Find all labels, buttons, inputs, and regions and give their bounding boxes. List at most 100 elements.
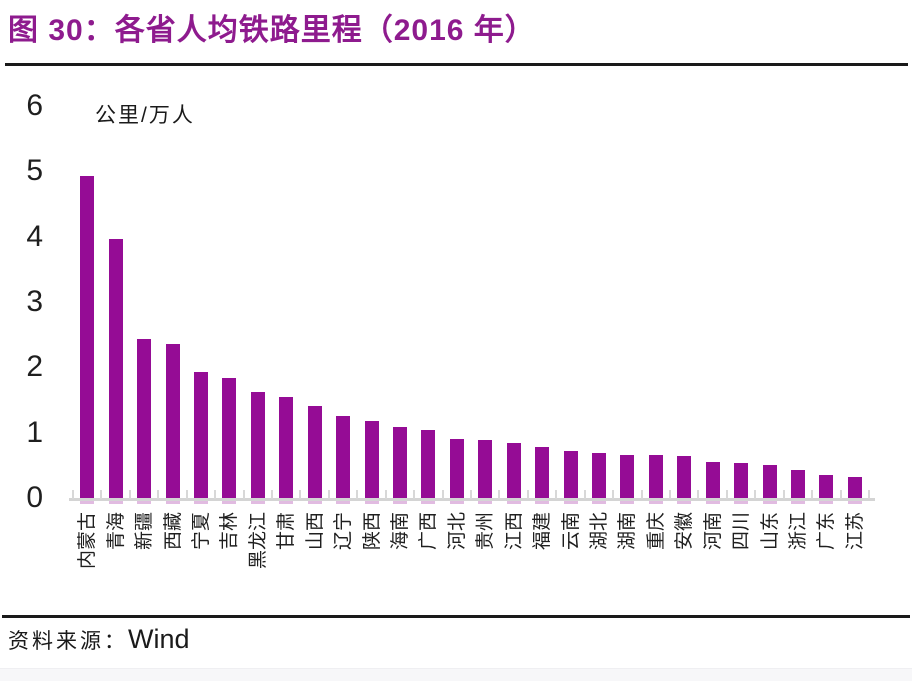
y-tick-label: 0 [26,481,43,514]
x-tick-mark [128,490,131,499]
bar [563,450,578,498]
x-category-label: 广东 [816,512,838,551]
bar-base-mark [279,501,294,504]
bar [392,426,407,498]
x-category-label: 黑龙江 [247,512,269,570]
x-tick-mark [271,490,273,499]
x-category-label: 辽宁 [333,512,355,551]
bar-base-mark [847,501,862,504]
x-tick-mark [441,490,444,499]
y-tick-label: 1 [26,415,43,449]
bar [535,447,550,498]
x-category-label: 青海 [105,512,127,551]
bar [193,371,208,498]
bar [108,238,123,498]
bar-base-mark [421,501,436,504]
x-tick-mark [157,490,160,499]
x-axis-line [69,498,875,501]
bar-base-mark [677,501,692,504]
bar-base-mark [108,501,123,504]
x-tick-mark [612,490,615,499]
x-tick-mark [72,490,74,499]
bar [677,456,692,498]
bar [790,469,805,498]
x-tick-mark [526,490,529,499]
x-tick-mark [868,490,870,499]
x-tick-mark [640,490,643,499]
bar-base-mark [563,501,578,504]
x-tick-mark [583,490,586,499]
bar-base-mark [193,501,208,504]
x-category-label: 云南 [560,512,582,551]
bar-base-mark [762,501,777,504]
x-tick-mark [498,490,501,499]
bar [705,462,720,498]
x-category-label: 河北 [446,512,468,551]
bar-base-mark [648,501,663,504]
x-tick-mark [327,490,330,499]
bar-base-mark [705,501,720,504]
x-tick-mark [384,490,387,499]
y-axis-unit-label: 公里/万人 [95,104,195,127]
bar [137,339,152,498]
x-category-label: 湖南 [617,512,639,551]
x-tick-mark [839,490,842,499]
bar [506,443,521,498]
x-tick-mark [100,490,103,499]
x-tick-mark [356,490,359,499]
bar-base-mark [222,501,237,504]
bar-base-mark [364,501,379,504]
bar-base-mark [392,501,407,504]
x-category-label: 四川 [731,512,753,551]
bar [80,175,95,498]
page-bottom-strip [0,668,912,681]
x-category-label: 江西 [503,512,525,551]
bar [336,416,351,498]
bar [762,464,777,498]
source-value: Wind [128,624,190,654]
x-tick-mark [214,490,217,499]
x-category-label: 湖北 [588,512,610,551]
bar [279,396,294,498]
bar [478,439,493,498]
x-tick-mark [242,490,245,499]
x-category-label: 浙江 [787,512,809,551]
x-category-label: 宁夏 [190,512,212,551]
bar-base-mark [250,501,265,504]
x-category-label: 西藏 [162,512,184,551]
x-tick-mark [811,490,814,499]
bar-base-mark [819,501,834,504]
x-category-label: 重庆 [645,512,667,551]
x-category-label: 内蒙古 [77,512,99,570]
x-tick-mark [413,490,416,499]
x-tick-mark [697,490,700,499]
bar-base-mark [734,501,749,504]
x-category-label: 福建 [532,512,554,551]
bar-base-mark [449,501,464,504]
bar [591,452,606,498]
x-category-label: 陕西 [361,512,383,551]
bar-base-mark [478,501,493,504]
bar [449,438,464,498]
x-category-label: 甘肃 [276,512,298,551]
title-divider [5,63,908,66]
y-tick-label: 4 [26,219,43,253]
y-axis: 0 1 2 3 4 5 6 [0,0,45,530]
y-tick-label: 2 [26,350,43,384]
x-category-label: 山东 [759,512,781,551]
bar-base-mark [80,501,95,504]
source-label: 资料来源： [8,629,128,653]
x-category-label: 海南 [389,512,411,551]
bar-base-mark [620,501,635,504]
x-tick-mark [470,490,472,499]
bar [250,392,265,498]
bar-chart-plot-area [69,106,875,504]
bar [648,454,663,498]
bar [307,405,322,498]
source-line: 资料来源：Wind [8,624,190,655]
x-tick-mark [669,490,671,499]
y-tick-label: 6 [26,89,43,122]
x-category-label: 吉林 [219,512,241,551]
bar-base-mark [790,501,805,504]
y-tick-label: 5 [26,154,43,188]
